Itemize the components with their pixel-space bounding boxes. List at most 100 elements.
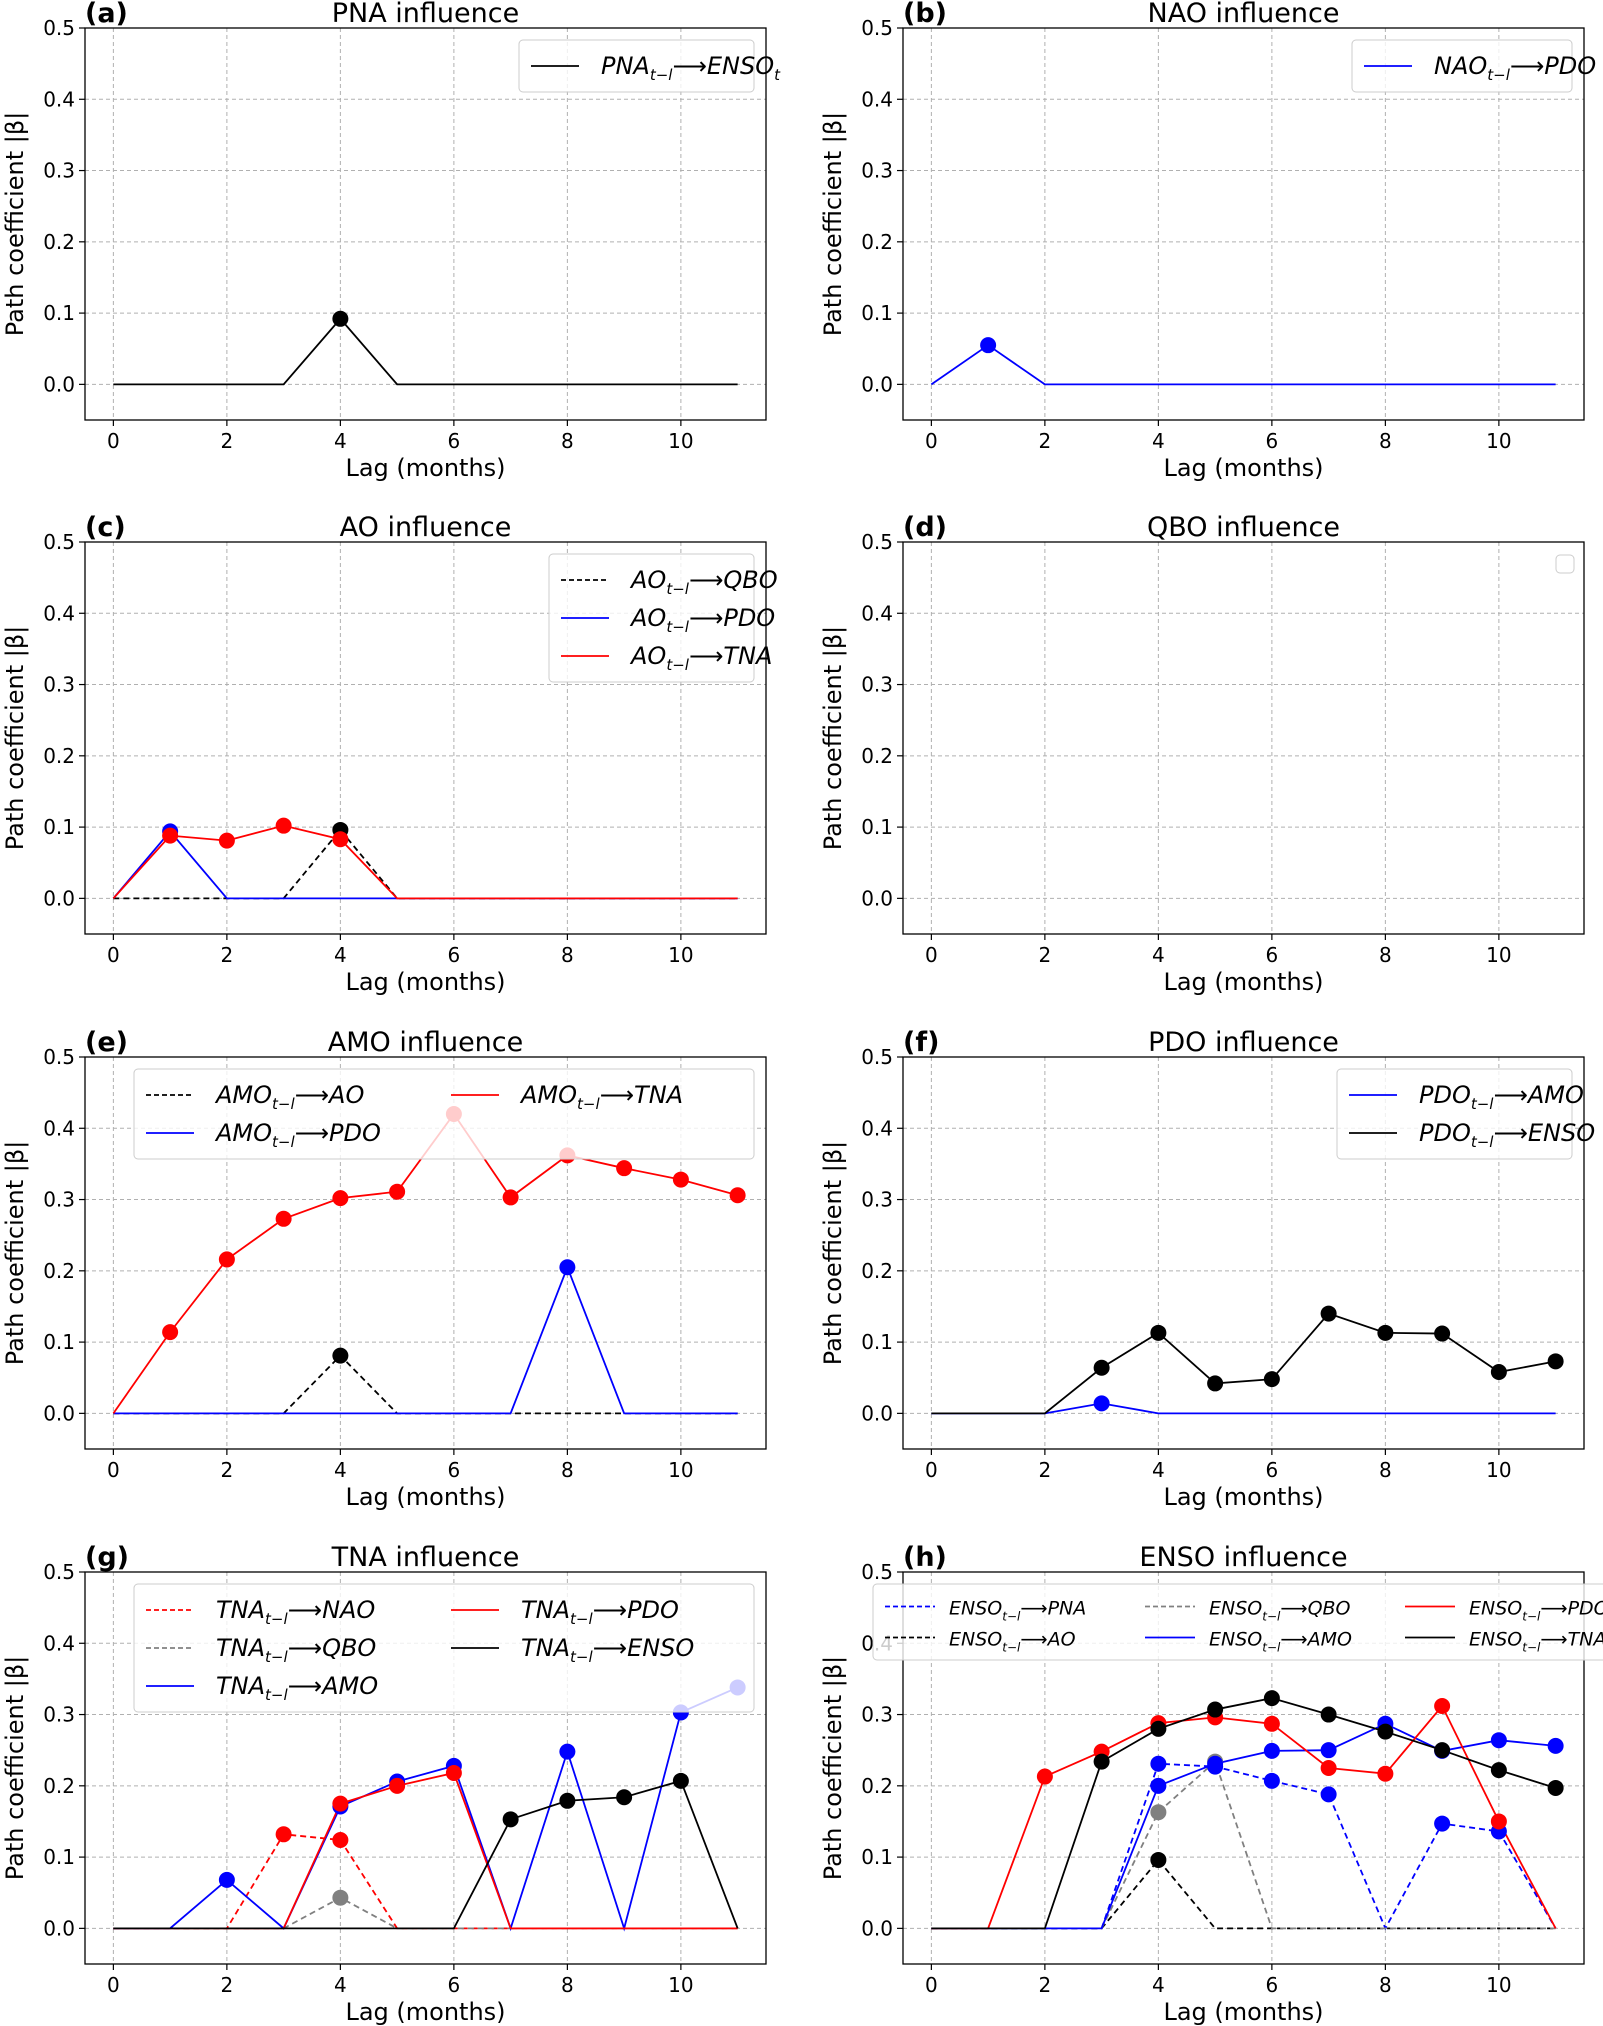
y-tick-label: 0.3: [43, 159, 75, 183]
data-point: [1036, 1768, 1053, 1785]
data-point: [275, 1210, 292, 1227]
x-tick-label: 6: [1266, 1458, 1279, 1482]
y-axis-label: Path coefficient |β|: [1, 1141, 29, 1366]
data-point: [672, 1171, 689, 1188]
legend-entry: TNAt−l⟶ENSO: [521, 1634, 694, 1666]
x-tick-label: 8: [561, 1458, 574, 1482]
data-point: [1263, 1742, 1280, 1759]
panel-label: (e): [85, 1027, 128, 1058]
x-tick-label: 10: [1486, 1458, 1511, 1482]
panel-label: (g): [85, 1542, 129, 1573]
data-point: [1150, 1777, 1167, 1794]
legend-box: [133, 1068, 755, 1160]
y-tick-label: 0.0: [861, 1916, 893, 1940]
chart-panel-b: 0 2 4 6 8 10 0.0 0.1 0.2 0.3 0.4 0.5 Lag (months) Pat…: [819, 0, 1596, 482]
data-point: [1207, 1375, 1224, 1392]
data-point: [332, 1889, 349, 1906]
y-tick-label: 0.0: [43, 1916, 75, 1940]
chart-panel-f: 0 2 4 6 8 10 0.0 0.1 0.2 0.3 0.4 0.5 Lag (months) Pat…: [819, 1027, 1595, 1511]
y-tick-label: 0.3: [861, 1188, 893, 1212]
data-point: [218, 1871, 235, 1888]
x-tick-label: 4: [1152, 1973, 1165, 1997]
y-tick-label: 0.5: [43, 16, 75, 40]
data-point: [1150, 1720, 1167, 1737]
panel-title: AMO influence: [328, 1027, 524, 1058]
legend: AOt−l⟶QBO AOt−l⟶PDO AOt−l⟶TNA: [548, 553, 778, 683]
legend-entry: TNAt−l⟶QBO: [216, 1634, 376, 1666]
x-tick-label: 4: [334, 943, 347, 967]
y-tick-label: 0.4: [43, 1631, 75, 1655]
x-tick-label: 0: [925, 1458, 938, 1482]
data-point: [218, 1251, 235, 1268]
x-tick-label: 6: [448, 943, 461, 967]
series-line-pdo: [931, 1704, 1557, 1930]
x-axis-label: Lag (months): [345, 968, 505, 996]
panel-title: PDO influence: [1148, 1027, 1339, 1058]
data-point: [1150, 1755, 1167, 1772]
chart-panel-d: 0 2 4 6 8 10 0.0 0.1 0.2 0.3 0.4 0.5 Lag (months) Pat…: [819, 512, 1585, 996]
data-point: [559, 1792, 576, 1809]
x-axis-label: Lag (months): [345, 454, 505, 482]
legend-entry: AOt−l⟶TNA: [629, 642, 772, 674]
series-line-enso: [931, 1312, 1556, 1415]
x-tick-label: 2: [221, 1973, 234, 1997]
legend-entry: TNAt−l⟶PDO: [521, 1596, 679, 1628]
x-tick-label: 8: [1379, 1973, 1392, 1997]
y-tick-label: 0.1: [43, 1845, 75, 1869]
y-tick-label: 0.3: [861, 673, 893, 697]
y-tick-label: 0.0: [861, 372, 893, 396]
legend: [1555, 554, 1575, 574]
data-point: [275, 1826, 292, 1843]
legend: PNAt−l⟶ENSOt: [518, 39, 781, 93]
x-tick-label: 4: [334, 429, 347, 453]
x-tick-label: 0: [107, 1458, 120, 1482]
axes-frame: [84, 1571, 767, 1965]
series-line-tna: [112, 824, 738, 900]
y-axis-label: Path coefficient |β|: [819, 626, 847, 851]
panel-title: TNA influence: [331, 1542, 520, 1573]
x-tick-label: 6: [448, 429, 461, 453]
x-tick-label: 0: [925, 943, 938, 967]
x-axis-label: Lag (months): [1163, 1483, 1323, 1511]
axes-frame: [84, 541, 767, 935]
x-tick-label: 6: [1266, 429, 1279, 453]
panel-title: PNA influence: [332, 0, 519, 29]
legend-entry: ENSOt−l⟶AO: [949, 1629, 1076, 1655]
panel-title: NAO influence: [1148, 0, 1340, 29]
x-tick-label: 8: [1379, 1458, 1392, 1482]
axes-frame: [902, 1056, 1585, 1450]
y-tick-label: 0.3: [861, 1703, 893, 1727]
y-tick-label: 0.5: [861, 1045, 893, 1069]
data-point: [275, 817, 292, 834]
x-axis-label: Lag (months): [345, 1483, 505, 1511]
y-tick-label: 0.2: [43, 230, 75, 254]
x-tick-label: 4: [1152, 1458, 1165, 1482]
x-tick-label: 10: [668, 1973, 693, 1997]
x-tick-label: 8: [1379, 943, 1392, 967]
data-point: [1377, 1324, 1394, 1341]
legend-entry: PDOt−l⟶AMO: [1419, 1081, 1584, 1113]
legend-entry: AOt−l⟶QBO: [629, 566, 778, 598]
chart-panel-a: 0 2 4 6 8 10 0.0 0.1 0.2 0.3 0.4 0.5 Lag (months) Pat…: [1, 0, 781, 482]
legend-entry: PNAt−l⟶ENSOt: [601, 52, 781, 84]
y-tick-label: 0.1: [861, 1845, 893, 1869]
data-point: [218, 832, 235, 849]
data-point: [332, 1347, 349, 1364]
data-point: [1263, 1371, 1280, 1388]
panel-label: (c): [85, 512, 126, 543]
legend-entry: AOt−l⟶PDO: [629, 604, 775, 636]
series-line-amo: [931, 1402, 1556, 1415]
data-point: [616, 1789, 633, 1806]
y-axis-label: Path coefficient |β|: [1, 112, 29, 337]
axes-frame: [84, 27, 767, 421]
axes-frame: [902, 1571, 1585, 1965]
legend-entry: TNAt−l⟶AMO: [216, 1672, 378, 1704]
data-point: [332, 1190, 349, 1207]
legend-entry: NAOt−l⟶PDO: [1434, 52, 1596, 84]
panel-title: ENSO influence: [1139, 1542, 1347, 1573]
x-tick-label: 2: [1039, 1458, 1052, 1482]
data-point: [1263, 1772, 1280, 1789]
x-tick-label: 6: [448, 1458, 461, 1482]
x-tick-label: 10: [1486, 429, 1511, 453]
x-axis-label: Lag (months): [1163, 1998, 1323, 2026]
